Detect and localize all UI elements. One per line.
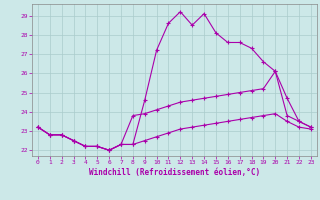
X-axis label: Windchill (Refroidissement éolien,°C): Windchill (Refroidissement éolien,°C) (89, 168, 260, 177)
